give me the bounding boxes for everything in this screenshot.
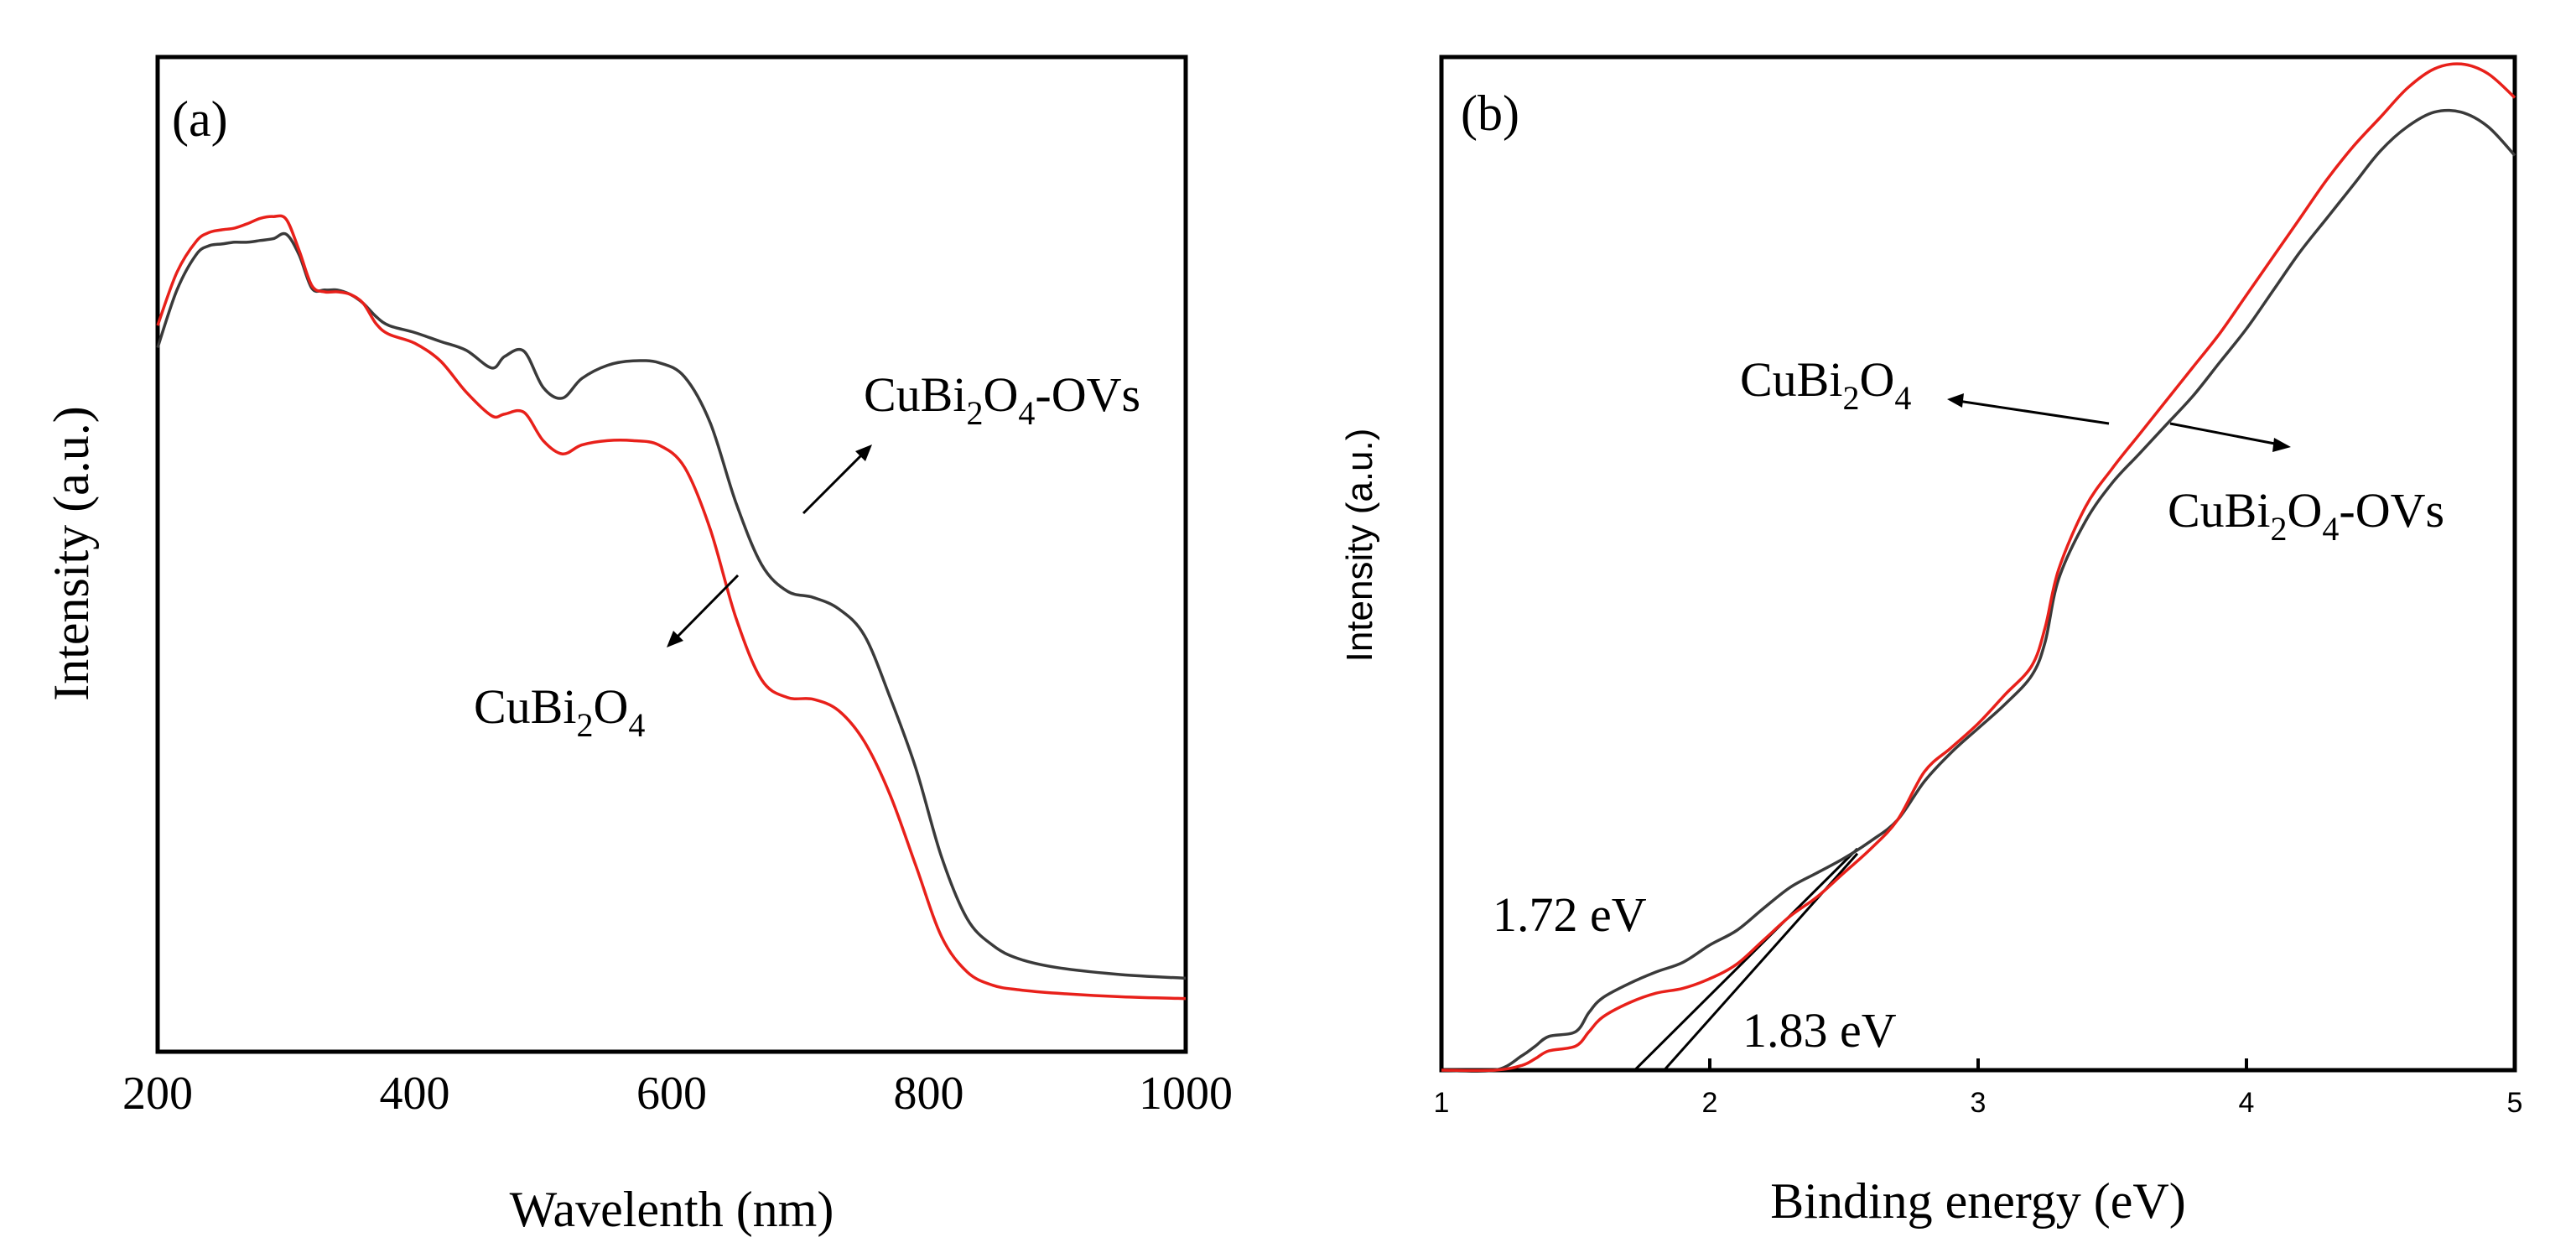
panel-a-x-tick-label: 800 <box>894 1068 964 1120</box>
panel-a-y-axis-title: Intensity (a.u.) <box>44 406 99 701</box>
panel-a: (a) 200 400 600 800 1000 Wavelenth (nm) Inte… <box>44 55 1233 1237</box>
panel-a-series-cubi2o4 <box>156 214 1187 1001</box>
panel-b-arrow-ovs <box>2169 422 2280 446</box>
panel-b-series-cubi2o4 <box>1441 62 2516 1073</box>
panel-a-x-axis-title: Wavelenth (nm) <box>510 1182 834 1237</box>
panel-a-label-cubi2o4-ovs: CuBi2O4-OVs <box>864 367 1140 432</box>
panel-b-bandgap-label-2: 1.83 eV <box>1742 1003 1897 1058</box>
panel-b-x-tick-label: 3 <box>1971 1087 1987 1119</box>
panel-b-x-tick-label: 1 <box>1434 1087 1450 1119</box>
panel-a-arrow-cubi2o4 <box>673 574 740 641</box>
panel-b-label: (b) <box>1461 86 1519 141</box>
panel-a-label-cubi2o4: CuBi2O4 <box>474 679 645 744</box>
panel-a-frame <box>155 55 1188 1054</box>
panel-b: (b) 1 2 3 4 5 Binding energy (eV) Intensity … <box>1339 55 2523 1229</box>
panel-b-x-tick-label: 5 <box>2507 1087 2523 1119</box>
panel-a-arrow-ovs <box>802 451 865 515</box>
panel-b-x-axis-title: Binding energy (eV) <box>1770 1173 2185 1229</box>
panel-a-x-tick-label: 200 <box>122 1068 193 1120</box>
panel-b-x-tick-label: 4 <box>2239 1087 2255 1119</box>
panel-b-series-cubi2o4-ovs <box>1441 108 2516 1074</box>
panel-b-label-cubi2o4: CuBi2O4 <box>1740 352 1911 417</box>
panel-b-arrowhead-cubi2o4 <box>1947 393 1964 408</box>
panel-b-bandgap-label-1: 1.72 eV <box>1493 887 1647 942</box>
panel-a-arrowhead-ovs <box>855 445 872 461</box>
panel-a-x-tick-label: 1000 <box>1139 1068 1233 1120</box>
panel-b-arrow-cubi2o4 <box>1957 399 2110 425</box>
panel-b-label-cubi2o4-ovs: CuBi2O4-OVs <box>2168 483 2444 548</box>
panel-a-series-cubi2o4-ovs <box>156 231 1187 980</box>
panel-b-x-tick-label: 2 <box>1702 1087 1718 1119</box>
panel-a-x-tick-label: 400 <box>380 1068 450 1120</box>
panel-a-label: (a) <box>172 91 228 147</box>
panel-b-y-axis-title: Intensity (a.u.) <box>1339 429 1380 663</box>
panel-b-x-ticks: 1 2 3 4 5 <box>1434 1058 2523 1119</box>
panel-b-tangent-line <box>1633 847 1859 1072</box>
panel-b-arrowhead-ovs <box>2272 438 2291 452</box>
panel-a-x-tick-label: 600 <box>636 1068 707 1120</box>
panel-a-arrowhead-cubi2o4 <box>667 631 683 647</box>
panel-a-x-ticks: 200 400 600 800 1000 <box>122 1068 1233 1120</box>
